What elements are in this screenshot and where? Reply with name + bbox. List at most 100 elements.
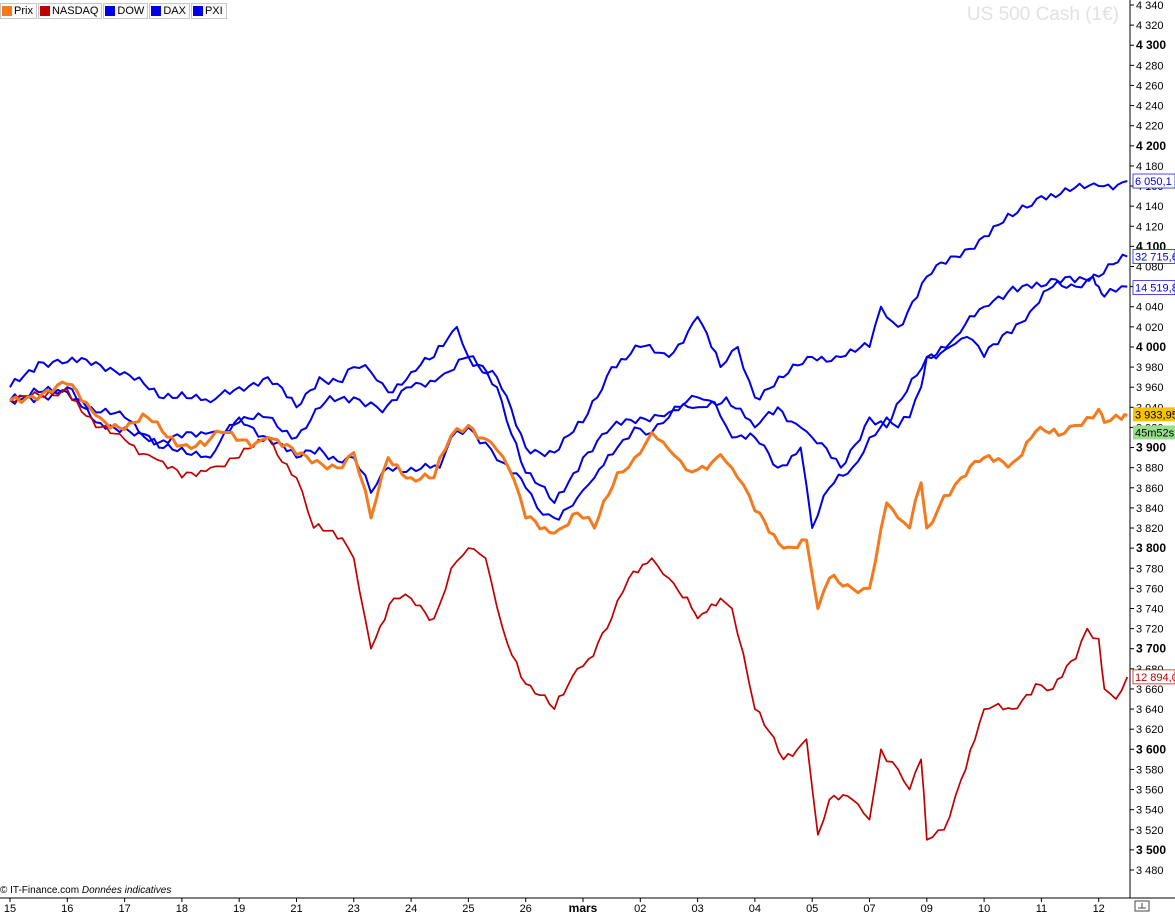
y-tick-label: 3 960 bbox=[1136, 382, 1164, 394]
series-line-dax bbox=[9, 253, 1128, 504]
y-tick-label: 3 840 bbox=[1136, 503, 1164, 515]
chart-legend: Prix NASDAQ DOW DAX PXI bbox=[0, 3, 228, 19]
y-tick-label: 3 980 bbox=[1136, 362, 1164, 374]
x-tick-label: 15 bbox=[4, 903, 16, 915]
y-tick-label: 3 540 bbox=[1136, 805, 1164, 817]
instrument-watermark: US 500 Cash (1€) bbox=[966, 4, 1119, 25]
y-tick-label: 4 140 bbox=[1136, 201, 1164, 213]
price-tag-label: 32 715,6 bbox=[1135, 251, 1175, 263]
legend-label: NASDAQ bbox=[51, 5, 99, 17]
price-tag-label: 14 519,8 bbox=[1135, 283, 1175, 295]
y-tick-label: 4 260 bbox=[1136, 80, 1164, 92]
y-tick-label: 3 780 bbox=[1136, 563, 1164, 575]
chart-footer: © IT-Finance.com Données indicatives bbox=[0, 885, 171, 896]
x-tick-label: 07 bbox=[863, 903, 875, 915]
x-tick-label: 12 bbox=[1093, 903, 1105, 915]
legend-item-dax[interactable]: DAX bbox=[149, 3, 190, 19]
y-tick-label: 3 720 bbox=[1136, 624, 1164, 636]
price-tags: 6 050,1 32 715,6 14 519,8 3 933,95 45m52s 12 … bbox=[1132, 173, 1175, 685]
price-tag-label: 6 050,1 bbox=[1135, 176, 1172, 188]
y-tick-label: 3 640 bbox=[1136, 704, 1164, 716]
price-tag: 32 715,6 bbox=[1132, 249, 1175, 264]
y-tick-label: 3 880 bbox=[1136, 463, 1164, 475]
y-tick-label: 3 900 bbox=[1136, 441, 1166, 455]
y-tick-label: 3 760 bbox=[1136, 583, 1164, 595]
legend-swatch-icon bbox=[192, 6, 203, 16]
y-tick-label: 3 700 bbox=[1136, 642, 1166, 656]
x-tick-label: 02 bbox=[634, 903, 646, 915]
y-tick-label: 4 200 bbox=[1136, 139, 1166, 153]
price-tag-label: 3 933,95 bbox=[1135, 409, 1175, 421]
x-tick-label: 26 bbox=[520, 903, 532, 915]
series-line-pxi bbox=[9, 275, 1128, 529]
x-tick-label: 04 bbox=[749, 903, 761, 915]
price-tag: 12 894,0 bbox=[1132, 669, 1175, 685]
x-tick-label: 19 bbox=[233, 903, 245, 915]
x-tick-label: 03 bbox=[691, 903, 703, 915]
y-tick-label: 4 180 bbox=[1136, 161, 1164, 173]
x-tick-label: 16 bbox=[61, 903, 73, 915]
price-tag-label: 12 894,0 bbox=[1135, 672, 1175, 684]
y-tick-label: 3 740 bbox=[1136, 603, 1164, 615]
y-tick-label: 4 040 bbox=[1136, 302, 1164, 314]
x-tick-label: mars bbox=[569, 901, 598, 915]
y-tick-label: 4 240 bbox=[1136, 101, 1164, 113]
legend-swatch-icon bbox=[2, 6, 12, 16]
price-tag: 6 050,1 bbox=[1132, 173, 1175, 189]
legend-item-nasdaq[interactable]: NASDAQ bbox=[37, 3, 103, 19]
price-tag: 14 519,8 bbox=[1132, 280, 1175, 295]
y-tick-label: 3 480 bbox=[1136, 865, 1164, 877]
y-tick-label: 3 860 bbox=[1136, 483, 1164, 495]
y-tick-label: 3 660 bbox=[1136, 684, 1164, 696]
legend-label: PXI bbox=[204, 5, 223, 17]
x-tick-label: 24 bbox=[405, 903, 417, 915]
legend-item-prix[interactable]: Prix bbox=[0, 3, 37, 19]
x-tick-label: 25 bbox=[462, 903, 474, 915]
y-tick-label: 3 800 bbox=[1136, 541, 1166, 555]
y-tick-label: 4 280 bbox=[1136, 60, 1164, 72]
x-tick-label: 10 bbox=[978, 903, 990, 915]
series-line-prix bbox=[9, 380, 1128, 610]
x-tick-label: 17 bbox=[118, 903, 130, 915]
legend-label: DOW bbox=[117, 5, 145, 17]
chart-tools-icon[interactable] bbox=[1134, 900, 1150, 912]
series-line-nasdaq bbox=[9, 388, 1129, 841]
y-tick-label: 4 020 bbox=[1136, 322, 1164, 334]
legend-swatch-icon bbox=[105, 6, 116, 16]
x-tick-label: 09 bbox=[921, 903, 933, 915]
y-tick-label: 4 220 bbox=[1136, 121, 1164, 133]
x-tick-label: 21 bbox=[290, 903, 302, 915]
y-tick-label: 3 580 bbox=[1136, 764, 1164, 776]
y-tick-label: 4 080 bbox=[1136, 262, 1164, 274]
legend-swatch-icon bbox=[39, 6, 50, 16]
x-tick-label: 05 bbox=[806, 903, 818, 915]
legend-item-pxi[interactable]: PXI bbox=[190, 3, 227, 19]
legend-swatch-icon bbox=[151, 6, 162, 16]
y-axis-ticks: 3 480 3 500 3 520 3 540 3 560 3 580 3 600 3 620… bbox=[1130, 0, 1166, 877]
disclaimer-text: Données indicatives bbox=[81, 885, 172, 896]
y-tick-label: 3 500 bbox=[1136, 843, 1166, 857]
y-tick-label: 3 820 bbox=[1136, 523, 1164, 535]
y-tick-label: 4 340 bbox=[1136, 0, 1164, 12]
y-tick-label: 4 000 bbox=[1136, 340, 1166, 354]
y-tick-label: 4 320 bbox=[1136, 20, 1164, 32]
y-tick-label: 4 300 bbox=[1136, 38, 1166, 52]
legend-item-dow[interactable]: DOW bbox=[103, 3, 149, 19]
y-tick-label: 3 620 bbox=[1136, 724, 1164, 736]
price-tag-label: 45m52s bbox=[1135, 427, 1175, 439]
y-tick-label: 3 560 bbox=[1136, 785, 1164, 797]
legend-label: Prix bbox=[14, 5, 33, 17]
price-tag: 3 933,95 bbox=[1133, 407, 1175, 422]
x-tick-label: 18 bbox=[176, 903, 188, 915]
x-tick-label: 23 bbox=[348, 903, 360, 915]
y-tick-label: 3 600 bbox=[1136, 742, 1166, 756]
series-line-dow bbox=[9, 180, 1128, 458]
x-axis-ticks: 15 16 17 18 19 21 23 24 25 26 mars 02 03 04 05 07 09 10 11… bbox=[4, 898, 1105, 915]
legend-label: DAX bbox=[163, 5, 186, 17]
x-tick-label: 11 bbox=[1036, 903, 1047, 915]
copyright-text: © IT-Finance.com bbox=[0, 885, 80, 896]
y-tick-label: 3 520 bbox=[1136, 825, 1164, 837]
price-tag: 45m52s bbox=[1133, 425, 1175, 440]
y-tick-label: 4 120 bbox=[1136, 221, 1164, 233]
